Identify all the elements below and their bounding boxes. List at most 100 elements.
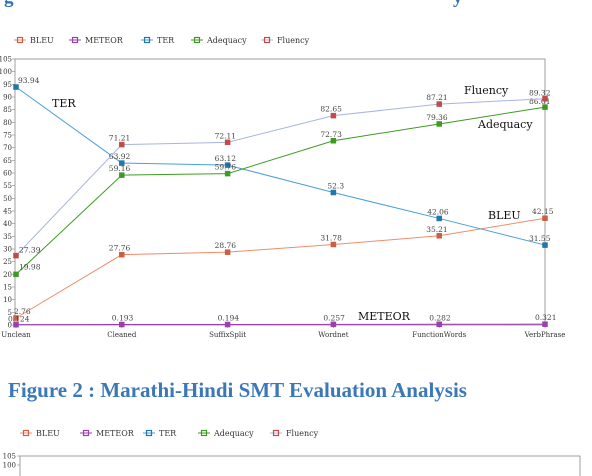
- data-point-ter: [436, 215, 442, 222]
- legend-label-fluency: Fluency: [277, 36, 310, 45]
- legend-label-meteor: METEOR: [96, 429, 135, 438]
- legend-item-meteor: METEOR: [80, 429, 135, 438]
- series-adequacy: 19.98 59.16 59.76 72.73 79.36 86.01: [13, 97, 550, 278]
- data-label-adequacy: 72.73: [320, 130, 342, 139]
- y-tick-label: 80: [3, 119, 12, 127]
- legend-item-adequacy: Adequacy: [198, 429, 254, 438]
- data-point-adequacy: [13, 271, 19, 278]
- x-tick-label: Cleaned: [107, 331, 137, 339]
- y-tick-label: 50: [3, 195, 12, 203]
- x-tick-label: FunctionWords: [412, 331, 466, 339]
- y-tick-label: 15: [3, 284, 12, 292]
- data-label-bleu: 27.76: [109, 244, 131, 253]
- legend-label-ter: TER: [157, 36, 175, 45]
- data-label-fluency: 89.32: [529, 89, 551, 98]
- data-label-adequacy: 59.76: [215, 163, 237, 172]
- y-tick-label: 35: [3, 233, 12, 241]
- y-tick-label: 95: [3, 81, 12, 89]
- x-tick-label: Unclean: [1, 331, 31, 339]
- cut-off-heading-start: g: [4, 0, 14, 8]
- data-point-fluency: [330, 112, 337, 119]
- data-point-meteor: [119, 321, 125, 328]
- data-point-adequacy: [224, 170, 231, 177]
- legend-item-ter: TER: [141, 36, 175, 45]
- y-tick-label: 75: [3, 132, 12, 140]
- series-line-ter: [15, 86, 546, 246]
- legend-marker-adequacy: [193, 36, 201, 44]
- y-tick-label: 30: [3, 246, 12, 254]
- data-label-fluency: 27.39: [19, 246, 41, 255]
- data-point-bleu: [119, 251, 125, 258]
- data-label-ter: 52.3: [327, 182, 344, 191]
- y-tick-label: 60: [3, 170, 12, 178]
- y-tick-label: 85: [3, 106, 12, 114]
- y-tick-label: 65: [3, 157, 12, 165]
- data-label-bleu: 42.15: [532, 207, 554, 216]
- data-point-meteor: [436, 321, 442, 328]
- data-point-ter: [119, 160, 125, 166]
- y-tick-label: 10: [3, 296, 12, 304]
- data-label-bleu: 28.76: [215, 241, 237, 250]
- y-tick-label: 25: [3, 258, 12, 266]
- data-label-ter: 42.06: [427, 207, 449, 216]
- data-point-fluency: [119, 141, 125, 148]
- y-tick-label: 45: [3, 208, 12, 216]
- annotation-adequacy: Adequacy: [477, 118, 533, 131]
- data-label-meteor: 0.257: [323, 313, 345, 322]
- annotation-meteor: METEOR: [358, 310, 411, 323]
- legend-item-meteor: METEOR: [69, 36, 124, 45]
- legend-label-bleu: BLEU: [30, 36, 54, 45]
- legend-label-ter: TER: [159, 429, 177, 438]
- data-label-bleu: 2.76: [14, 307, 31, 316]
- data-label-fluency: 72.11: [215, 131, 236, 140]
- x-tick-label: VerbPhrase: [524, 331, 566, 339]
- series-fluency: 27.39 71.21 72.11 82.65 87.21 89.32: [13, 89, 551, 259]
- series-line-bleu: [15, 217, 546, 319]
- legend-label-fluency: Fluency: [286, 429, 319, 438]
- y-tick-label: 70: [3, 144, 12, 152]
- data-point-adequacy: [542, 104, 548, 110]
- y-tick-label: 5: [8, 309, 12, 317]
- series-line-fluency: [15, 98, 546, 256]
- data-point-adequacy: [119, 172, 125, 178]
- data-point-bleu: [13, 315, 19, 321]
- legend-label-adequacy: Adequacy: [213, 429, 254, 438]
- legend-label-bleu: BLEU: [36, 429, 60, 438]
- data-point-fluency: [13, 252, 19, 259]
- data-label-ter: 63.12: [215, 154, 237, 163]
- data-point-meteor: [330, 321, 337, 328]
- data-point-fluency: [436, 101, 442, 107]
- y-tick-label: 40: [3, 220, 12, 228]
- legend-item-fluency: Fluency: [261, 36, 310, 45]
- data-point-meteor: [13, 321, 19, 328]
- data-point-meteor: [224, 321, 231, 328]
- data-label-bleu: 31.78: [320, 233, 342, 242]
- y-tick-label: 100: [0, 68, 12, 76]
- y-tick-label: 0: [8, 322, 12, 330]
- legend-marker-fluency: [272, 429, 280, 437]
- data-point-bleu: [224, 249, 231, 255]
- legend-item-adequacy: Adequacy: [191, 36, 247, 45]
- data-point-bleu: [330, 241, 337, 248]
- annotation-bleu: BLEU: [488, 209, 521, 222]
- legend-marker-ter: [143, 36, 151, 44]
- data-label-adequacy: 19.98: [19, 262, 41, 271]
- data-point-adequacy: [330, 138, 337, 144]
- cut-off-heading-end: y: [453, 0, 463, 9]
- legend-item-ter: TER: [143, 429, 177, 438]
- data-label-adequacy: 59.16: [109, 164, 131, 173]
- data-label-bleu: 35.21: [426, 225, 447, 234]
- data-point-ter: [224, 162, 231, 168]
- data-label-meteor: 0.124: [8, 315, 30, 324]
- y-tick-label-2: 100: [3, 462, 16, 470]
- legend-label-meteor: METEOR: [85, 36, 124, 45]
- data-point-fluency: [224, 139, 231, 146]
- data-label-ter: 93.94: [18, 76, 40, 85]
- legend-marker-fluency: [263, 36, 271, 44]
- data-point-fluency: [542, 95, 548, 102]
- data-point-ter: [542, 242, 548, 248]
- plot-frame-2: [19, 455, 581, 476]
- plot-frame: [14, 58, 546, 326]
- data-point-ter: [13, 84, 19, 90]
